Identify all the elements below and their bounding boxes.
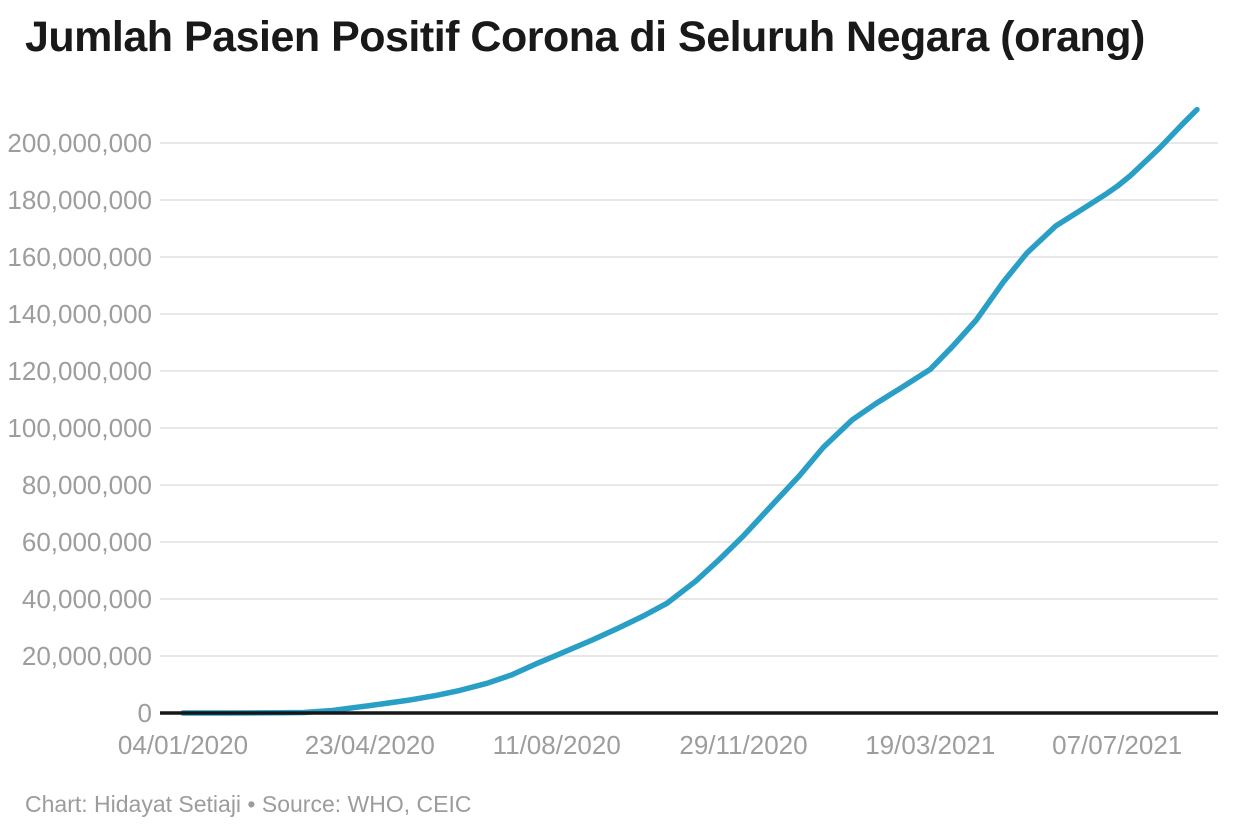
x-axis-labels: 04/01/2020 23/04/2020 11/08/2020 29/11/2020…	[118, 730, 1182, 760]
y-tick-label: 80,000,000	[22, 470, 152, 500]
y-tick-label: 180,000,000	[7, 185, 152, 215]
attribution: Chart: Hidayat Setiaji • Source: WHO, CE…	[25, 791, 472, 817]
x-tick-label: 04/01/2020	[118, 730, 248, 760]
y-tick-label: 40,000,000	[22, 584, 152, 614]
x-tick-label: 23/04/2020	[305, 730, 435, 760]
y-tick-label: 0	[138, 698, 152, 728]
x-tick-label: 11/08/2020	[493, 730, 621, 760]
line-chart-canvas: 0 20,000,000 40,000,000 60,000,000 80,000,00…	[7, 106, 1218, 760]
y-gridlines	[160, 142, 1218, 657]
y-tick-label: 140,000,000	[7, 299, 152, 329]
y-tick-label: 120,000,000	[7, 356, 152, 386]
x-tick-label: 07/07/2021	[1052, 730, 1182, 760]
y-tick-label: 100,000,000	[7, 413, 152, 443]
y-axis-labels: 0 20,000,000 40,000,000 60,000,000 80,000,00…	[7, 128, 152, 728]
y-tick-label: 160,000,000	[7, 242, 152, 272]
x-tick-label: 29/11/2020	[679, 730, 807, 760]
x-tick-label: 19/03/2021	[865, 730, 995, 760]
y-tick-label: 60,000,000	[22, 527, 152, 557]
chart-title: Jumlah Pasien Positif Corona di Seluruh …	[25, 13, 1145, 61]
y-tick-label: 200,000,000	[7, 128, 152, 158]
y-tick-label: 20,000,000	[22, 641, 152, 671]
data-line	[180, 106, 1200, 716]
